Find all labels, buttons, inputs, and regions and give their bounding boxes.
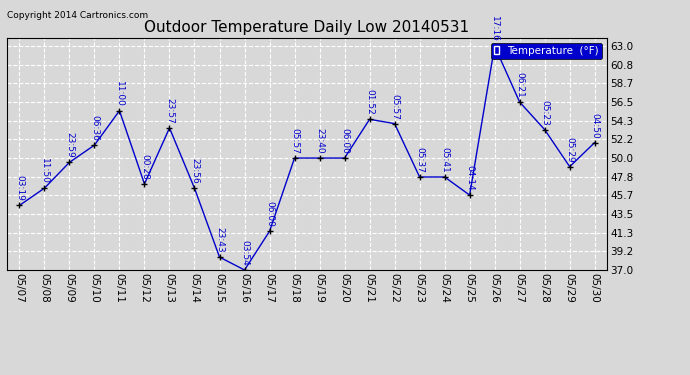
Text: 23:56: 23:56	[190, 158, 199, 184]
Text: 05:57: 05:57	[390, 94, 399, 120]
Text: 05:57: 05:57	[290, 128, 299, 154]
Text: 06:00: 06:00	[265, 201, 274, 227]
Text: 23:57: 23:57	[165, 98, 174, 124]
Text: 04:14: 04:14	[465, 165, 474, 191]
Text: 05:41: 05:41	[440, 147, 449, 173]
Text: 06:21: 06:21	[515, 72, 524, 98]
Text: Copyright 2014 Cartronics.com: Copyright 2014 Cartronics.com	[7, 11, 148, 20]
Text: 23:59: 23:59	[65, 132, 74, 158]
Text: 05:23: 05:23	[540, 100, 549, 126]
Text: 06:00: 06:00	[340, 128, 349, 154]
Text: 11:50: 11:50	[40, 158, 49, 184]
Text: 05:29: 05:29	[565, 137, 574, 162]
Text: 23:43: 23:43	[215, 227, 224, 253]
Text: 23:40: 23:40	[315, 128, 324, 154]
Text: 06:36: 06:36	[90, 115, 99, 141]
Title: Outdoor Temperature Daily Low 20140531: Outdoor Temperature Daily Low 20140531	[144, 20, 470, 35]
Legend: Temperature  (°F): Temperature (°F)	[491, 43, 602, 59]
Text: 01:52: 01:52	[365, 89, 374, 115]
Text: 17:16: 17:16	[490, 16, 499, 42]
Text: 05:37: 05:37	[415, 147, 424, 173]
Text: 11:00: 11:00	[115, 81, 124, 106]
Text: 03:19: 03:19	[15, 176, 24, 201]
Text: 04:50: 04:50	[590, 112, 599, 138]
Text: 03:54: 03:54	[240, 240, 249, 266]
Text: 00:28: 00:28	[140, 154, 149, 180]
